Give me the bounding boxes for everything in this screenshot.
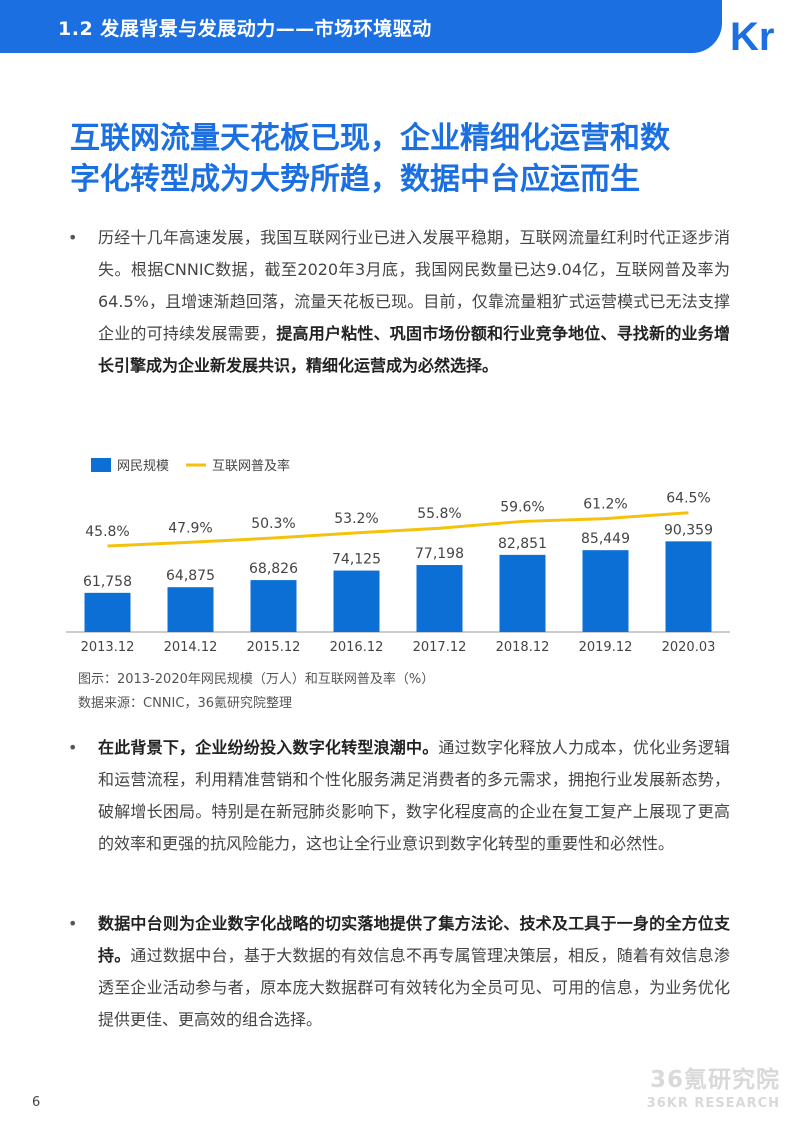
bullet-text: 历经十几年高速发展，我国互联网行业已进入发展平稳期，互联网流量红利时代正逐步消失…: [98, 228, 730, 343]
x-tick-label: 2018.12: [496, 640, 550, 655]
bullet-bold-text: 在此背景下，企业纷纷投入数字化转型浪潮中。: [98, 738, 439, 757]
x-tick-label: 2014.12: [164, 640, 218, 655]
legend-label-line: 互联网普及率: [212, 458, 290, 474]
watermark-en: 36KR RESEARCH: [646, 1096, 780, 1111]
bar: [665, 541, 712, 632]
watermark-cn: 36氪研究院: [649, 1067, 780, 1093]
x-tick-label: 2017.12: [413, 640, 467, 655]
x-tick-label: 2013.12: [81, 640, 135, 655]
bar-value-label: 64,875: [166, 568, 215, 584]
bar: [167, 587, 214, 632]
line-value-label: 50.3%: [251, 516, 295, 532]
netizen-chart: 网民规模 互联网普及率 61,758 2013.12 45.8% 64,875 2014.1…: [66, 446, 730, 660]
bullet-tail-text: 通过数字化释放人力成本，优化业务逻辑和运营流程，利用精准营销和个性化服务满足消费…: [98, 738, 730, 853]
bar: [416, 565, 463, 632]
bullet-bold-text: 提高用户粘性、巩固市场份额和行业竞争地位、寻找新的业务增长引擎成为企业新发展共识…: [98, 324, 730, 375]
x-tick-label: 2016.12: [330, 640, 384, 655]
bar-value-label: 77,198: [415, 546, 464, 562]
legend-swatch-bars: [91, 458, 111, 472]
main-heading-line-2: 字化转型成为大势所趋，数据中台应运而生: [70, 162, 640, 197]
bar-value-label: 74,125: [332, 552, 381, 568]
main-heading-line-1: 互联网流量天花板已现，企业精细化运营和数: [70, 121, 670, 156]
line-value-label: 53.2%: [334, 511, 378, 527]
x-tick-label: 2019.12: [579, 640, 633, 655]
bar: [250, 580, 297, 632]
legend-label-bars: 网民规模: [117, 459, 169, 474]
bar: [499, 554, 546, 632]
36kr-logo: 36 Kr: [696, 15, 774, 52]
bar: [333, 570, 380, 632]
header-bar: 1.2 发展背景与发展动力——市场环境驱动: [0, 0, 722, 53]
page-number: 6: [32, 1095, 41, 1110]
line-value-label: 59.6%: [500, 499, 544, 515]
logo-kr-text: Kr: [730, 15, 774, 52]
line-value-label: 61.2%: [583, 497, 627, 513]
bullet-tail-text: 通过数据中台，基于大数据的有效信息不再专属管理决策层，相反，随着有效信息渗透至企…: [98, 946, 730, 1029]
bullet-paragraph: 数据中台则为企业数字化战略的切实落地提供了集方法论、技术及工具于一身的全方位支持…: [68, 908, 730, 1036]
bar-value-label: 68,826: [249, 561, 298, 577]
main-heading: 互联网流量天花板已现，企业精细化运营和数 字化转型成为大势所趋，数据中台应运而生: [70, 118, 730, 200]
x-tick-label: 2020.03: [662, 640, 716, 655]
watermark: 36氪研究院 36KR RESEARCH: [630, 1060, 780, 1111]
chart-svg: 网民规模 互联网普及率 61,758 2013.12 45.8% 64,875 2014.1…: [66, 458, 730, 655]
line-value-label: 47.9%: [168, 520, 212, 536]
section-title: 1.2 发展背景与发展动力——市场环境驱动: [58, 18, 432, 40]
x-tick-label: 2015.12: [247, 640, 301, 655]
bullet-paragraph: 历经十几年高速发展，我国互联网行业已进入发展平稳期，互联网流量红利时代正逐步消失…: [68, 222, 730, 382]
bar-value-label: 85,449: [581, 531, 630, 547]
line-value-label: 64.5%: [666, 491, 710, 507]
source-caption: 数据来源：CNNIC，36氪研究院整理: [78, 696, 292, 711]
line-value-label: 55.8%: [417, 506, 461, 522]
bar-value-label: 61,758: [83, 574, 132, 590]
bar-value-label: 82,851: [498, 536, 547, 552]
bullet-bold-text: 数据中台则为企业数字化战略的切实落地提供了集方法论、技术及工具于一身的全方位支持…: [98, 914, 730, 965]
bullet-paragraph: 在此背景下，企业纷纷投入数字化转型浪潮中。通过数字化释放人力成本，优化业务逻辑和…: [68, 732, 730, 860]
figure-caption: 图示：2013-2020年网民规模（万人）和互联网普及率（%）: [78, 672, 435, 687]
bar-value-label: 90,359: [664, 522, 713, 538]
series-line-penetration: [107, 511, 689, 548]
line-value-label: 45.8%: [85, 524, 129, 540]
logo-36-text: 36: [696, 16, 720, 41]
bar: [84, 592, 131, 632]
bar: [582, 550, 629, 632]
